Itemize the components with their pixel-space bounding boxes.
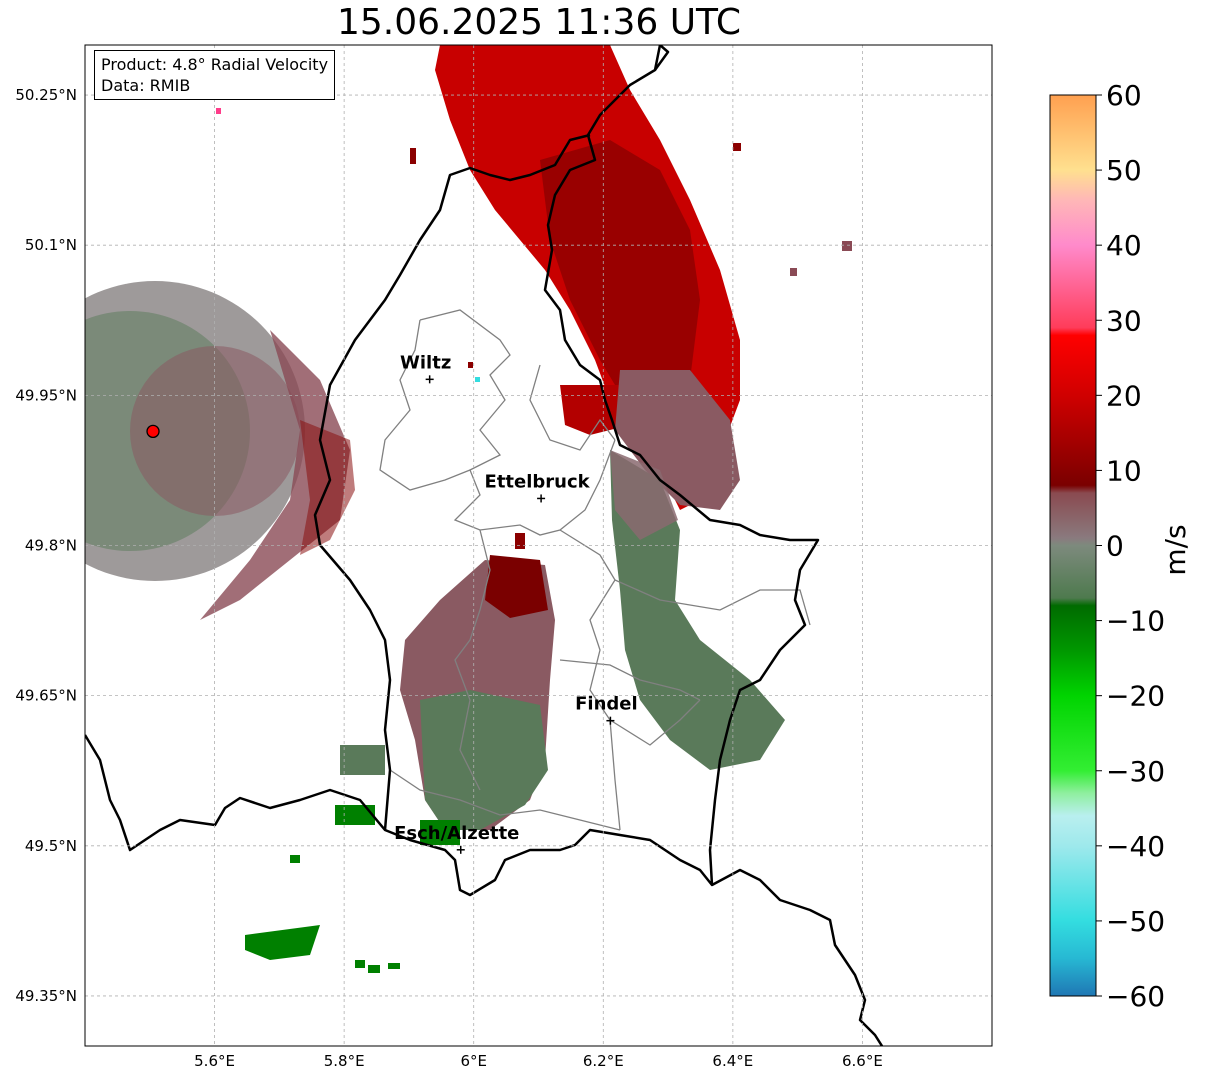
echo-patch-west-outbound <box>200 330 350 620</box>
map-frame <box>84 44 993 1047</box>
echo-speck <box>410 148 416 164</box>
echo-speck <box>290 855 300 863</box>
lon-tick-label: 6.4°E <box>712 1052 753 1070</box>
lux-belgium-border <box>313 133 591 831</box>
canton-border <box>379 319 471 491</box>
velocity-colorbar: 60 50 40 30 20 10 0 −10 −20 −30 −40 −50 −60 m/s <box>1049 80 1192 1013</box>
colorbar-ticks: 60 50 40 30 20 10 0 −10 −20 −30 −40 −50 −60 <box>1096 80 1165 1013</box>
lon-tick-label: 6.2°E <box>583 1052 624 1070</box>
lat-tick-label: 50.1°N <box>25 236 77 254</box>
national-borders <box>85 45 884 1046</box>
echo-cell-south-core <box>485 555 548 618</box>
echo-speck <box>842 241 852 251</box>
colorbar-tick-label: 30 <box>1106 304 1142 337</box>
echo-speck <box>335 805 375 825</box>
echo-speck <box>733 143 741 151</box>
city-label: Wiltz <box>400 352 451 373</box>
lon-tick-label: 6°E <box>460 1052 487 1070</box>
lat-tick-label: 49.8°N <box>25 537 77 555</box>
echo-cell-south-inbound <box>420 690 548 830</box>
echo-speck <box>790 268 797 276</box>
lat-tick-label: 49.95°N <box>15 386 77 404</box>
colorbar-tick-label: 10 <box>1106 454 1142 487</box>
echo-speck <box>368 965 380 973</box>
canton-border <box>609 699 701 746</box>
echo-speck <box>475 377 480 382</box>
colorbar-tick-label: −40 <box>1106 830 1165 863</box>
admin-borders <box>379 309 811 831</box>
colorbar-unit-label: m/s <box>1159 524 1192 575</box>
colorbar-gradient <box>1049 94 1097 997</box>
product-info-box: Product: 4.8° Radial Velocity Data: RMIB <box>94 50 336 100</box>
canton-border <box>419 309 616 536</box>
lat-tick-label: 49.5°N <box>25 837 77 855</box>
city-label: Ettelbruck <box>485 471 591 492</box>
echo-band-north-core <box>540 140 700 420</box>
canton-border <box>559 659 701 701</box>
colorbar-tick-label: 50 <box>1106 154 1142 187</box>
colorbar-tick-label: −30 <box>1106 755 1165 788</box>
canton-border <box>614 579 811 626</box>
lon-tick-label: 5.6°E <box>194 1052 235 1070</box>
canton-border <box>529 364 616 451</box>
colorbar-tick-label: 40 <box>1106 229 1142 262</box>
echo-speck <box>216 108 221 114</box>
lon-tick-labels: 5.6°E 5.8°E 6°E 6.2°E 6.4°E 6.6°E <box>194 1052 883 1070</box>
city-label: Esch/Alzette <box>394 823 519 844</box>
canton-border <box>454 529 491 791</box>
data-source-label: Data: RMIB <box>101 76 191 95</box>
radar-clutter-east <box>130 346 300 516</box>
lat-tick-label: 49.35°N <box>15 987 77 1005</box>
city-label: Findel <box>575 694 638 715</box>
colorbar-tick-label: −60 <box>1106 980 1165 1013</box>
lux-border-north <box>653 45 670 71</box>
colorbar-tick-label: −10 <box>1106 605 1165 638</box>
colorbar-tick-label: 20 <box>1106 379 1142 412</box>
lon-tick-label: 6.6°E <box>842 1052 883 1070</box>
canton-border <box>559 529 621 831</box>
colorbar-tick-label: 60 <box>1106 80 1142 112</box>
city-labels: Wiltz Ettelbruck Findel Esch/Alzette <box>394 352 638 854</box>
radar-site-marker <box>146 424 160 439</box>
lat-tick-label: 49.65°N <box>15 687 77 705</box>
echo-speck <box>245 925 320 960</box>
echo-speck <box>355 960 365 968</box>
echo-patch-transition <box>615 370 740 510</box>
canton-border <box>389 769 621 831</box>
germany-france-border <box>711 868 884 1046</box>
echo-band-east-transition <box>610 450 678 540</box>
echo-speck <box>515 533 525 549</box>
colorbar-tick-label: −50 <box>1106 905 1165 938</box>
colorbar-tick-label: −20 <box>1106 680 1165 713</box>
lon-tick-label: 5.8°E <box>324 1052 365 1070</box>
velocity-echoes <box>85 45 852 973</box>
echo-speck <box>340 745 385 775</box>
product-label: Product: 4.8° Radial Velocity <box>101 55 329 74</box>
colorbar-tick-label: 0 <box>1106 530 1124 563</box>
lat-tick-label: 50.25°N <box>15 86 77 104</box>
lat-tick-labels: 50.25°N 50.1°N 49.95°N 49.8°N 49.65°N 49.5°N 4… <box>15 86 77 1005</box>
echo-speck <box>420 820 460 845</box>
map-title: 15.06.2025 11:36 UTC <box>336 2 742 43</box>
echo-speck <box>388 963 400 969</box>
echo-speck <box>468 362 473 368</box>
luxembourg-border <box>85 45 820 897</box>
